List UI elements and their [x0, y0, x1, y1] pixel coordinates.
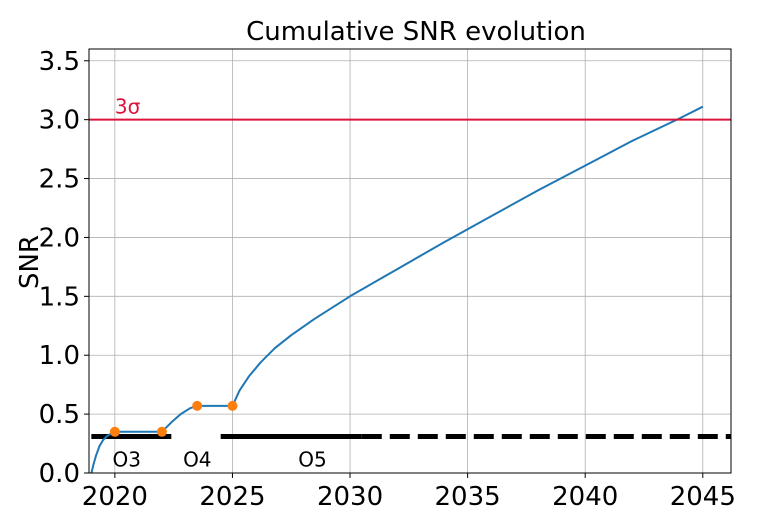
threshold-label: 3σ	[115, 95, 141, 119]
observing-run-label: O3	[113, 447, 141, 471]
x-tick-label: 2045	[670, 482, 736, 512]
y-tick-label: 0.5	[39, 400, 80, 430]
chart-title: Cumulative SNR evolution	[246, 17, 586, 47]
x-tick-label: 2040	[552, 482, 618, 512]
y-tick-label: 1.5	[39, 282, 80, 312]
x-tick-label: 2030	[317, 482, 383, 512]
run-end-marker	[156, 426, 167, 437]
y-tick-label: 0.0	[39, 459, 80, 489]
y-tick-label: 1.0	[39, 341, 80, 371]
x-tick-label: 2035	[435, 482, 501, 512]
y-tick-label: 2.5	[39, 165, 80, 195]
y-tick-label: 3.0	[39, 106, 80, 136]
observing-runs-bar: O3 O4 O5	[91, 433, 731, 471]
threshold-layer: 3σ	[89, 95, 731, 121]
x-tick-label: 2020	[82, 482, 148, 512]
run-end-marker	[109, 426, 120, 437]
y-tick-label: 2.0	[39, 223, 80, 253]
run-end-marker	[192, 400, 203, 411]
observing-run-label: O5	[298, 447, 326, 471]
y-tick-label: 3.5	[39, 47, 80, 77]
snr-curve-layer	[90, 105, 704, 474]
plot-frame	[88, 48, 732, 474]
observing-run-label: O4	[183, 447, 211, 471]
y-axis-label: SNR	[15, 235, 45, 289]
tick-labels: 2020 2025 2030 2035 2040 2045 0.0 0.5 1.0 1.5 2.0 2…	[39, 47, 736, 512]
run-end-marker	[227, 400, 238, 411]
snr-curve	[90, 105, 704, 474]
x-tick-label: 2025	[199, 482, 265, 512]
